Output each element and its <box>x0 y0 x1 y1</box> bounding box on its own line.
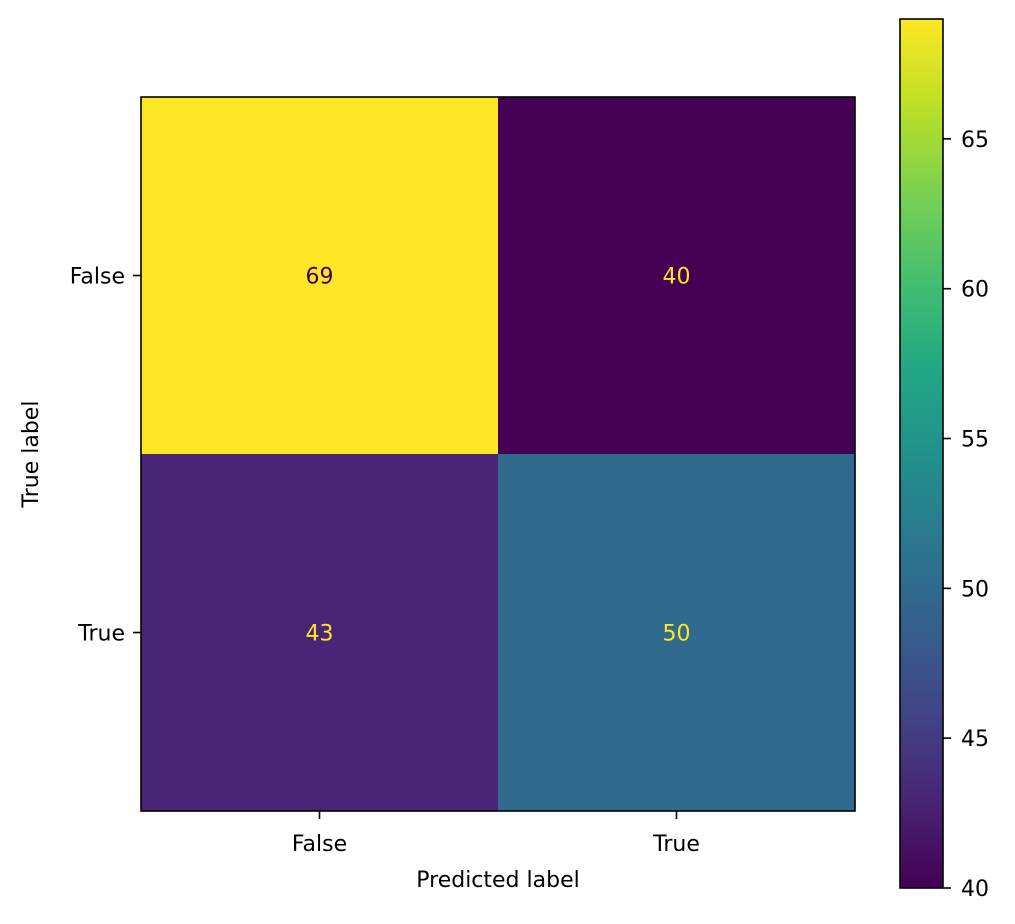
cell-false-false <box>141 97 498 454</box>
colorbar-frame <box>899 18 944 889</box>
x-tick-label: True <box>652 832 700 857</box>
colorbar-tick-label: 65 <box>961 128 989 153</box>
y-tick-label: True <box>77 622 125 647</box>
colorbar-tick-label: 55 <box>961 428 989 453</box>
y-axis-label: True label <box>19 401 44 509</box>
heatmap-cells: 69 40 43 50 <box>141 97 855 811</box>
x-axis-label: Predicted label <box>416 868 579 893</box>
cell-true-true <box>498 454 855 811</box>
plot-frame <box>140 96 856 812</box>
cell-value-label: 69 <box>306 265 334 290</box>
cell-value-label: 43 <box>306 622 334 647</box>
cell-value-label: 40 <box>663 265 691 290</box>
colorbar-tick-label: 40 <box>961 877 989 902</box>
colorbar-tick-label: 60 <box>961 278 989 303</box>
colorbar: 40 45 50 55 60 65 <box>899 18 989 902</box>
cell-false-true <box>498 97 855 454</box>
x-axis-ticks: False True <box>292 811 700 857</box>
colorbar-tick-label: 45 <box>961 727 989 752</box>
cell-value-label: 50 <box>663 622 691 647</box>
colorbar-tick-label: 50 <box>961 577 989 602</box>
y-tick-label: False <box>70 265 125 290</box>
colorbar-gradient <box>900 19 943 888</box>
cell-true-false <box>141 454 498 811</box>
x-tick-label: False <box>292 832 347 857</box>
y-axis-ticks: False True <box>70 265 141 647</box>
